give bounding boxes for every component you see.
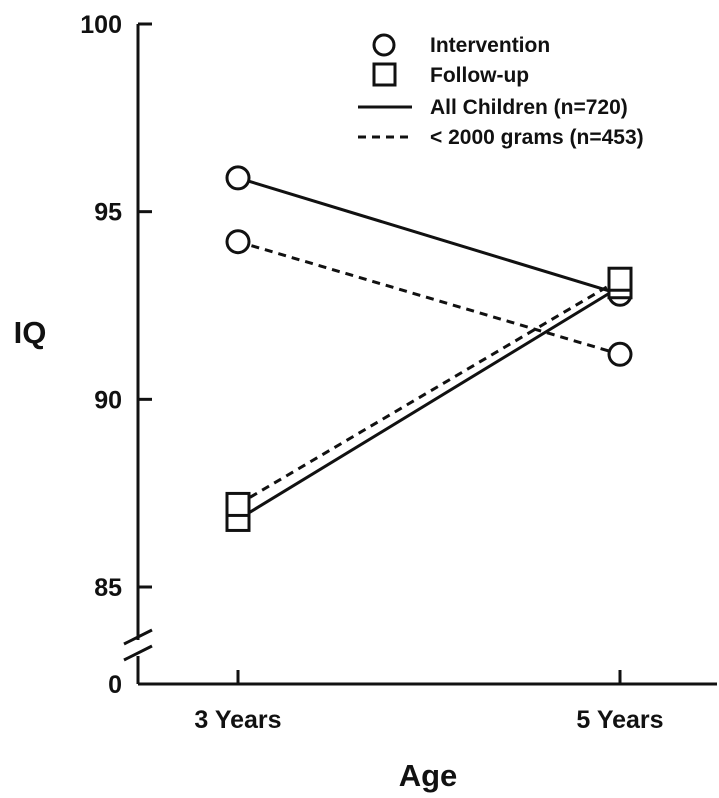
y-tick-label: 95 <box>94 199 122 227</box>
y-axis: 100 95 90 85 0 <box>80 11 153 699</box>
legend-item-follow-up: Follow-up <box>372 62 529 87</box>
x-axis-title: Age <box>399 758 458 793</box>
y-tick-label: 90 <box>94 386 122 414</box>
data-point-circle <box>607 341 633 367</box>
legend-label: Follow-up <box>430 64 529 87</box>
data-point-circle <box>225 229 251 255</box>
legend-square-marker <box>372 62 397 87</box>
y-axis-break-mark <box>123 644 153 662</box>
x-axis: 3 Years 5 Years <box>138 670 717 734</box>
legend-item-all-children: All Children (n=720) <box>358 96 628 119</box>
data-point-square <box>607 266 633 292</box>
x-tick-label: 5 Years <box>576 706 663 734</box>
legend: Intervention Follow-up All Children (n=7… <box>358 33 644 149</box>
series-line <box>237 285 621 521</box>
data-point-circle <box>225 165 251 191</box>
data-point-square <box>225 491 251 517</box>
x-tick-label: 3 Years <box>194 706 281 734</box>
legend-label: Intervention <box>430 34 550 57</box>
y-tick-label: 100 <box>80 11 122 39</box>
x-ticks: 3 Years 5 Years <box>194 670 664 734</box>
series-line <box>237 176 621 296</box>
y-tick-label: 85 <box>94 574 122 602</box>
y-ticks: 100 95 90 85 0 <box>80 11 152 699</box>
legend-circle-marker <box>372 33 396 57</box>
legend-label: < 2000 grams (n=453) <box>430 126 644 149</box>
y-axis-break-mark <box>123 628 153 646</box>
legend-item-under-2000-grams: < 2000 grams (n=453) <box>358 126 644 149</box>
legend-label: All Children (n=720) <box>430 96 628 119</box>
y-axis-title: IQ <box>14 315 47 350</box>
y-tick-label: 0 <box>108 671 122 699</box>
series-line <box>237 240 621 356</box>
series-line <box>237 277 621 506</box>
plot-area <box>225 165 633 532</box>
legend-item-intervention: Intervention <box>372 33 550 57</box>
